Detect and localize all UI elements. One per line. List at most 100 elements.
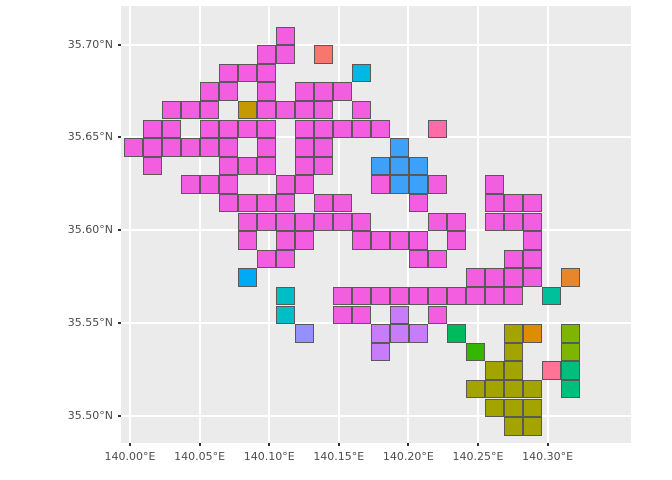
- map-tile-springgreen: [561, 379, 580, 399]
- map-tile-magenta: [257, 119, 276, 139]
- map-tile-magenta: [428, 305, 447, 325]
- map-tile-magenta: [504, 286, 523, 306]
- map-tile-magenta: [447, 231, 466, 250]
- y-tick-label: 35.55°N: [67, 315, 113, 329]
- y-tick-mark: [118, 321, 121, 324]
- y-tick-mark: [118, 136, 121, 139]
- map-tile-magenta: [523, 268, 542, 287]
- map-tile-magenta: [162, 119, 181, 139]
- map-tile-olive: [466, 379, 485, 399]
- map-tile-magenta: [276, 212, 295, 232]
- map-tile-green: [466, 342, 485, 362]
- map-tile-magenta: [352, 212, 371, 232]
- x-tick-mark: [268, 443, 271, 446]
- map-tile-magenta: [143, 156, 162, 176]
- map-tile-magenta: [219, 193, 238, 213]
- map-tile-yellowgreen: [561, 324, 580, 343]
- map-tile-tealgreen: [542, 286, 561, 306]
- map-tile-magenta: [238, 63, 257, 83]
- map-tile-olive: [504, 417, 523, 436]
- map-tile-violet: [371, 324, 390, 343]
- x-tick-mark: [477, 443, 479, 446]
- map-tile-olive: [504, 324, 523, 343]
- map-tile-magenta: [276, 249, 295, 269]
- x-gridline: [407, 6, 410, 443]
- map-tile-olive: [504, 398, 523, 418]
- map-tile-magenta: [523, 249, 542, 269]
- map-tile-magenta: [219, 82, 238, 101]
- map-tile-magenta: [523, 212, 542, 232]
- map-tile-olive: [504, 342, 523, 362]
- map-tile-magenta: [333, 286, 352, 306]
- map-tile-magenta: [219, 119, 238, 139]
- map-tile-magenta: [124, 138, 143, 157]
- map-tile-yellowgreen: [561, 342, 580, 362]
- map-tile-magenta: [238, 212, 257, 232]
- x-tick-mark: [198, 443, 201, 446]
- map-tile-magenta: [238, 231, 257, 250]
- map-tile-magenta: [371, 286, 390, 306]
- y-tick-label: 35.70°N: [67, 37, 113, 51]
- map-tile-magenta: [314, 156, 333, 176]
- map-tile-magenta: [200, 119, 219, 139]
- map-tile-magenta: [390, 231, 409, 250]
- map-tile-olive: [485, 361, 504, 380]
- map-tile-magenta: [504, 249, 523, 269]
- y-tick-label: 35.65°N: [67, 130, 113, 144]
- map-tile-magenta: [333, 82, 352, 101]
- map-tile-magenta: [276, 100, 295, 120]
- map-tile-olive: [523, 417, 542, 436]
- map-tile-cyan: [352, 63, 371, 83]
- map-tile-violet: [409, 324, 428, 343]
- map-tile-magenta: [219, 138, 238, 157]
- x-gridline: [129, 6, 131, 443]
- map-tile-violet: [390, 324, 409, 343]
- x-gridline: [477, 6, 479, 443]
- map-tile-teal: [276, 286, 295, 306]
- map-tile-magenta: [333, 193, 352, 213]
- map-tile-magenta: [371, 231, 390, 250]
- map-tile-magenta: [371, 175, 390, 194]
- map-tile-magenta: [143, 138, 162, 157]
- map-tile-magenta: [219, 63, 238, 83]
- map-tile-magenta: [143, 119, 162, 139]
- map-tile-rosepink: [542, 361, 561, 380]
- map-tile-violet: [371, 342, 390, 362]
- map-tile-magenta: [162, 138, 181, 157]
- map-tile-magenta: [295, 175, 314, 194]
- map-tile-olive: [485, 379, 504, 399]
- map-tile-hotpink: [428, 119, 447, 139]
- map-tile-salmon: [314, 45, 333, 64]
- map-tile-magenta: [181, 175, 200, 194]
- y-tick-label: 35.60°N: [67, 223, 113, 237]
- map-tile-magenta: [352, 305, 371, 325]
- map-tile-magenta: [276, 193, 295, 213]
- map-tile-periwinkle: [295, 324, 314, 343]
- map-tile-magenta: [352, 286, 371, 306]
- map-tile-blue: [409, 156, 428, 176]
- x-tick-label: 140.10°E: [243, 450, 295, 463]
- map-tile-olive: [504, 361, 523, 380]
- x-tick-mark: [407, 443, 410, 446]
- map-tile-magenta: [428, 249, 447, 269]
- map-tile-magenta: [333, 119, 352, 139]
- map-tile-magenta: [295, 82, 314, 101]
- map-tile-magenta: [257, 249, 276, 269]
- map-tile-magenta: [314, 100, 333, 120]
- map-tile-magenta: [238, 193, 257, 213]
- y-gridline: [121, 414, 631, 417]
- map-tile-magenta: [257, 138, 276, 157]
- map-tile-magenta: [162, 100, 181, 120]
- map-tile-magenta: [257, 100, 276, 120]
- map-tile-blue: [371, 156, 390, 176]
- map-tile-magenta: [238, 119, 257, 139]
- map-tile-magenta: [238, 156, 257, 176]
- y-tick-mark: [118, 414, 121, 417]
- map-tile-magenta: [523, 231, 542, 250]
- map-tile-magenta: [295, 119, 314, 139]
- map-tile-magenta: [219, 156, 238, 176]
- map-tile-violet: [390, 305, 409, 325]
- map-tile-magenta: [428, 212, 447, 232]
- map-tile-magenta: [181, 100, 200, 120]
